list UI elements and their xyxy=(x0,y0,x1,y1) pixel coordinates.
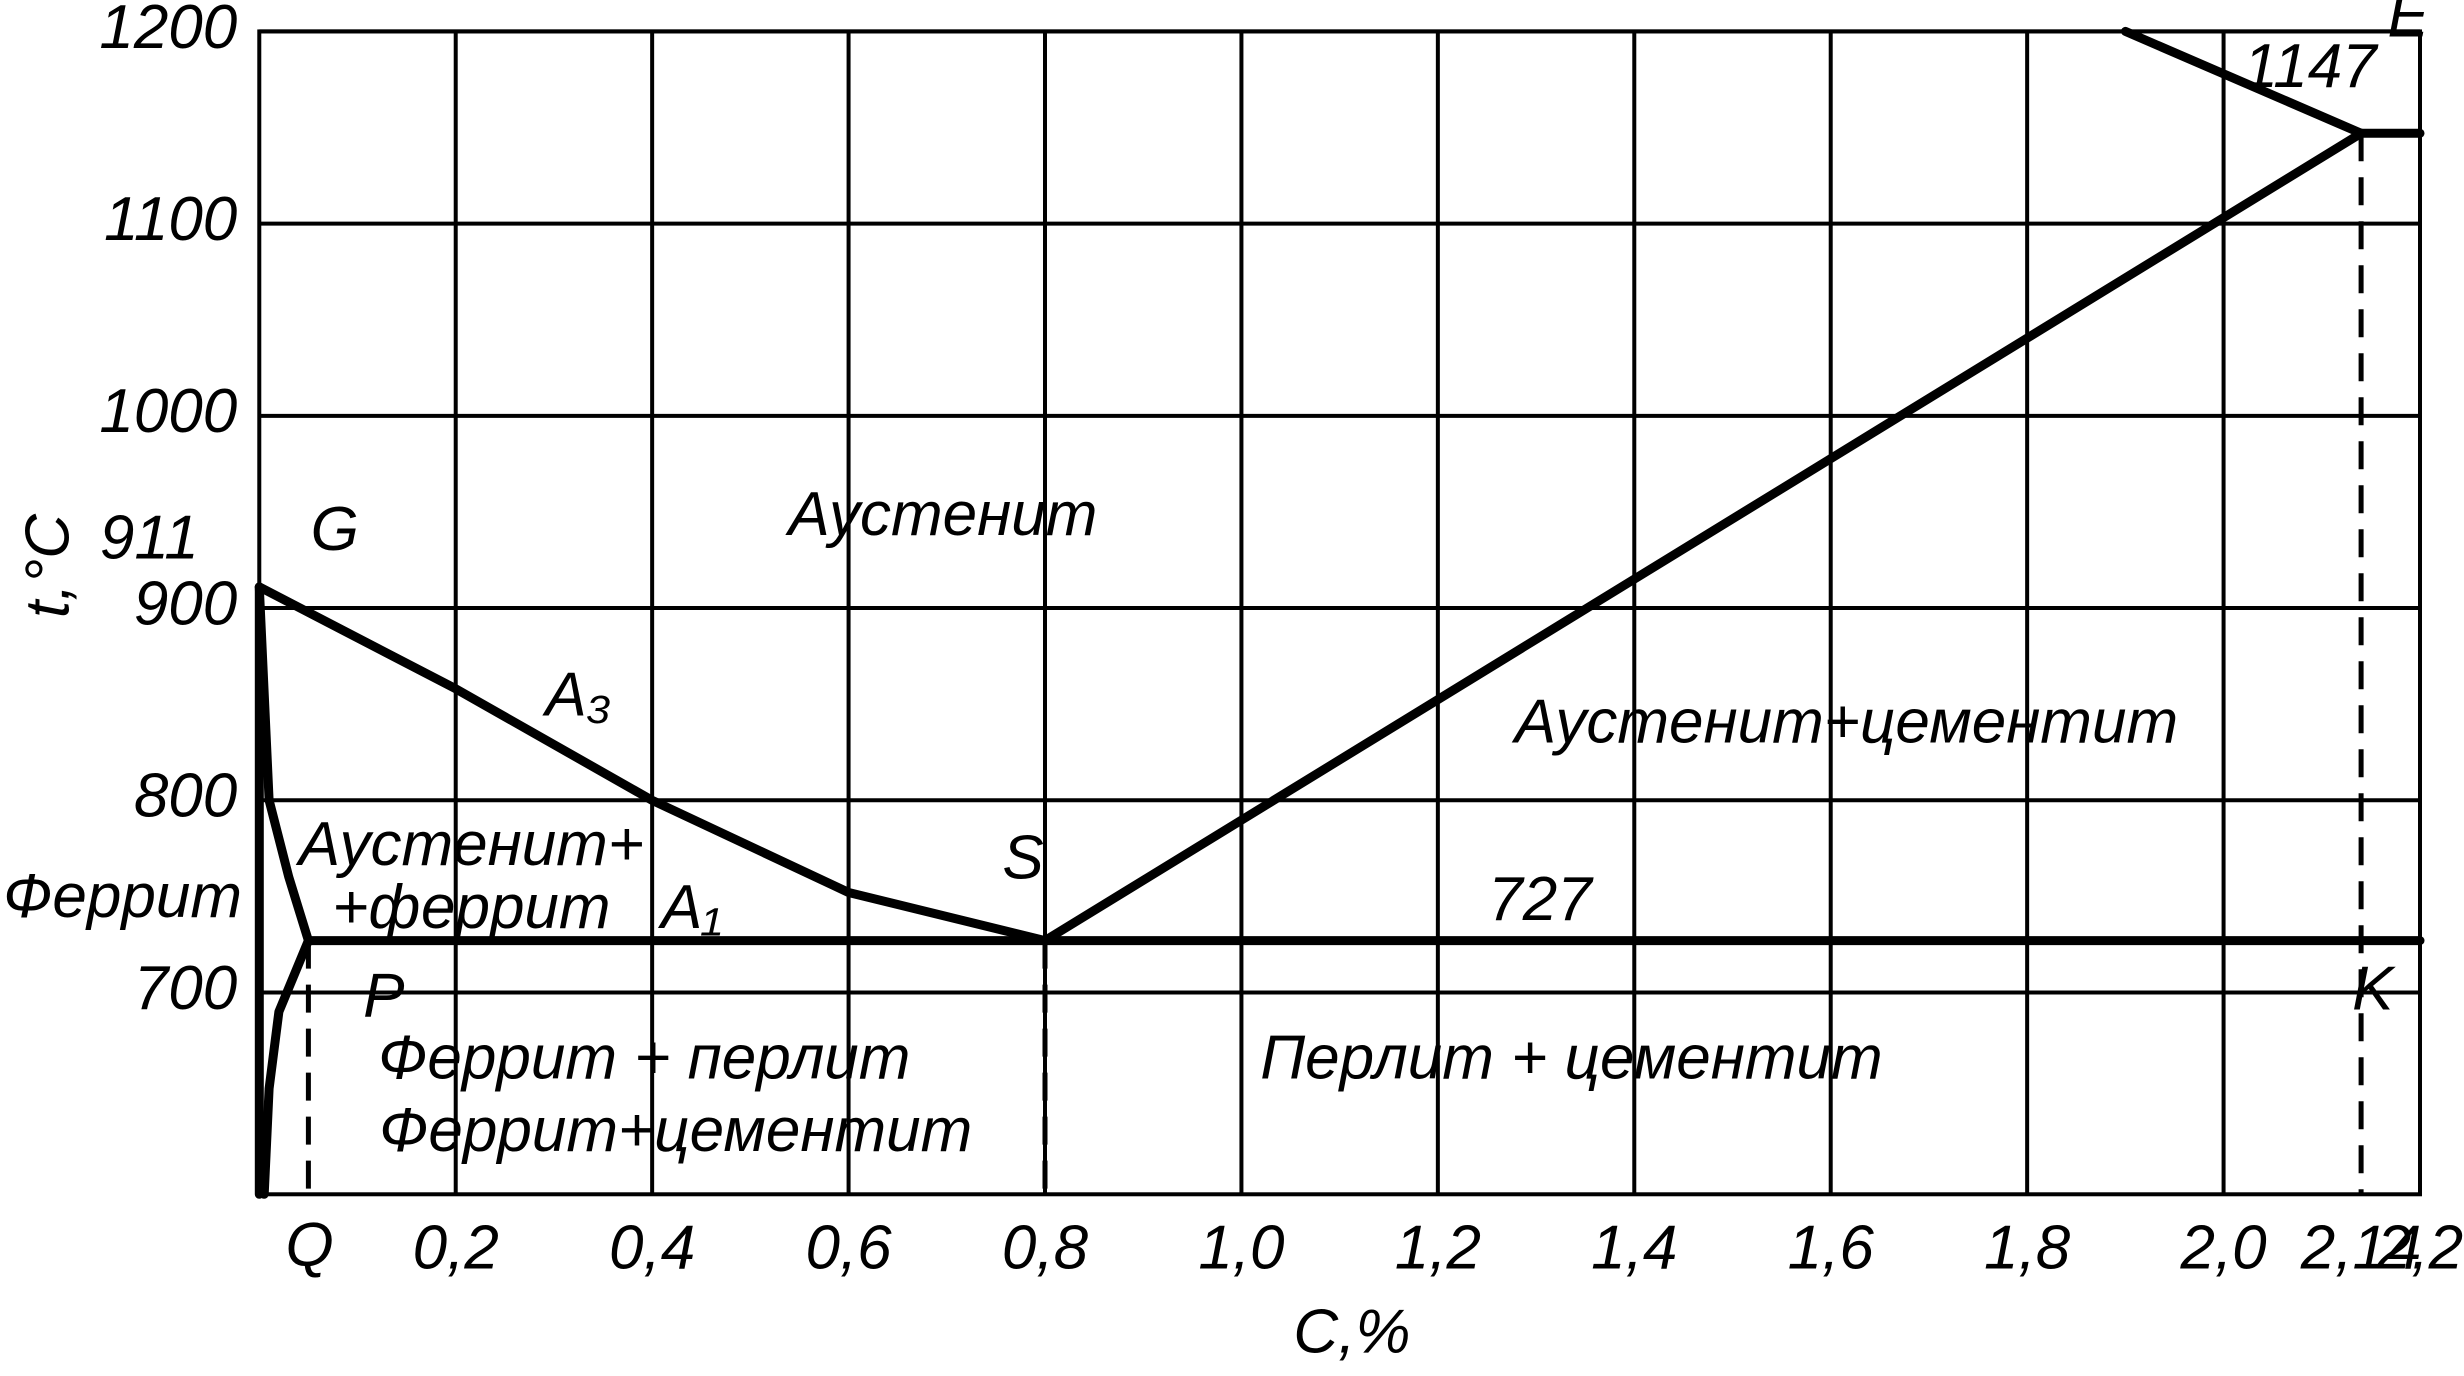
phase-line xyxy=(254,582,1050,946)
y-axis-title: t,°C xyxy=(13,513,82,618)
x-tick-label: 1,2 xyxy=(1395,1214,1481,1283)
point-label: E xyxy=(2388,0,2430,51)
x-tick-label: 1,0 xyxy=(1198,1214,1284,1283)
x-axis-title: C,% xyxy=(1293,1297,1410,1366)
phase-line xyxy=(259,936,313,1199)
x-tick-label: 0,8 xyxy=(1002,1214,1089,1283)
x-tick-label: 2,0 xyxy=(2179,1214,2266,1283)
x-tick-label: 0,2 xyxy=(413,1214,499,1283)
y-tick-label: 900 xyxy=(134,569,237,638)
temperature-label: 727 xyxy=(1488,865,1594,934)
y-tick-label: 700 xyxy=(134,954,237,1023)
temperature-label: 911 xyxy=(100,504,199,573)
x-tick-label: 1,6 xyxy=(1788,1214,1875,1283)
x-tick-label: 1,4 xyxy=(1591,1214,1677,1283)
phase-line xyxy=(1040,128,2366,946)
x-tick-label: 2,2 xyxy=(2376,1214,2463,1283)
phase-line xyxy=(254,582,313,946)
region-label: Q xyxy=(285,1211,333,1280)
y-tick-label: 1000 xyxy=(99,377,237,446)
x-tick-label: 0,4 xyxy=(609,1214,695,1283)
region-label: A₁ xyxy=(657,873,722,942)
region-label: Феррит + перлит xyxy=(378,1024,910,1093)
y-tick-label: 1200 xyxy=(99,0,237,62)
x-tick-label: 2,14 xyxy=(2300,1214,2422,1283)
plot-frame xyxy=(257,29,2423,1197)
region-label: Аустенит xyxy=(784,480,1097,549)
point-label: G xyxy=(311,495,359,564)
region-label: +феррит xyxy=(332,873,610,942)
x-tick-label: 0,6 xyxy=(805,1214,892,1283)
point-label: S xyxy=(1002,823,1043,892)
y-tick-label: 1100 xyxy=(104,185,237,254)
region-label: Аустенит+ xyxy=(295,810,644,879)
region-label: Феррит+цементит xyxy=(379,1096,972,1165)
y-tick-label: 800 xyxy=(134,762,237,831)
region-label: K xyxy=(2352,955,2396,1024)
x-tick-label: 1,8 xyxy=(1984,1214,2071,1283)
region-label: Перлит + цементит xyxy=(1260,1024,1882,1093)
region-label: A₃ xyxy=(541,661,611,730)
point-label: P xyxy=(363,962,404,1031)
region-label: Аустенит+цементит xyxy=(1511,687,2178,756)
phase-line xyxy=(2120,26,2366,138)
region-label: Феррит xyxy=(3,862,242,931)
temperature-label: 1147 xyxy=(2243,32,2379,101)
